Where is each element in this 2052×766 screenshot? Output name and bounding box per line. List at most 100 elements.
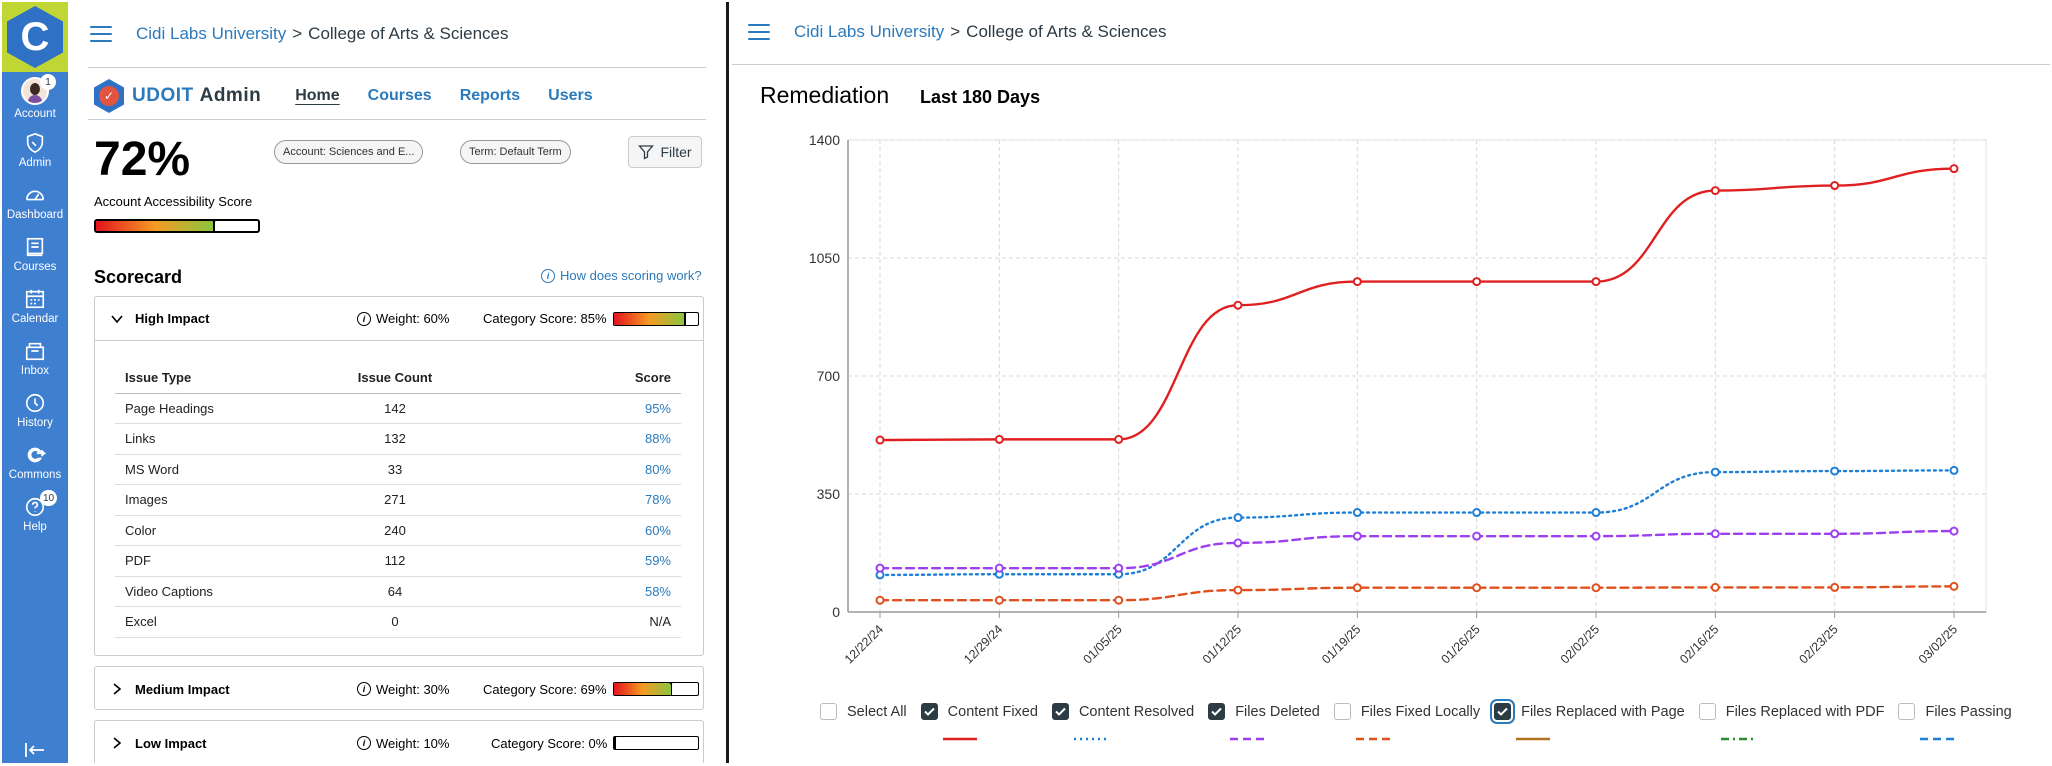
nav-dashboard[interactable]: Dashboard xyxy=(2,176,68,228)
global-nav: C 1 Account Admin Dashboard Courses Cale… xyxy=(2,2,68,763)
category-weight: i Weight: 30% xyxy=(357,682,449,697)
nav-dashboard-label: Dashboard xyxy=(6,208,64,221)
issue-score-cell[interactable]: 59% xyxy=(465,545,681,577)
help-badge: 10 xyxy=(40,490,58,506)
udoit-admin-label: Admin xyxy=(199,85,262,106)
help-icon xyxy=(25,497,45,516)
series-line-content-resolved xyxy=(878,469,1956,577)
scoring-help-link[interactable]: i How does scoring work? xyxy=(541,268,702,283)
series-line-files-deleted xyxy=(878,529,1956,570)
data-point-content-fixed xyxy=(1591,277,1601,287)
legend-checkbox[interactable] xyxy=(920,703,938,720)
term-filter-pill[interactable]: Term: Default Term xyxy=(460,140,571,164)
nav-help-label: Help xyxy=(23,520,47,533)
collapse-nav-button[interactable] xyxy=(2,741,68,759)
data-point-content-fixed xyxy=(1710,186,1720,196)
data-point-content-fixed xyxy=(994,434,1004,444)
legend-item-files-replaced-with-page[interactable]: Files Replaced with Page xyxy=(1490,699,1685,741)
legend-label: Files Deleted xyxy=(1235,703,1320,720)
category-score-meter xyxy=(612,311,699,326)
udoit-admin-panel: Cidi Labs University > College of Arts &… xyxy=(68,2,729,763)
breadcrumb-root-link[interactable]: Cidi Labs University xyxy=(794,22,945,41)
hamburger-menu-icon[interactable] xyxy=(90,26,112,42)
legend-item-content-fixed[interactable]: Content Fixed xyxy=(920,703,1038,741)
high-impact-header[interactable]: High Impact i Weight: 60% Category Score:… xyxy=(95,297,703,341)
udoit-nav: Home Courses Reports Users xyxy=(295,87,620,105)
nav-help[interactable]: 10 Help xyxy=(2,488,68,540)
category-score: Category Score: 69% xyxy=(483,682,699,697)
legend-label: Select All xyxy=(847,703,907,720)
legend-item-files-replaced-with-pdf[interactable]: Files Replaced with PDF xyxy=(1698,703,1884,741)
hamburger-menu-icon[interactable] xyxy=(748,24,770,40)
legend-swatch xyxy=(1516,737,1551,741)
nav-commons-label: Commons xyxy=(8,468,62,481)
remediation-line-chart: 0 350 700 1050 1400 12/22/24 12/29/24 01/05/25 0… xyxy=(809,132,1987,667)
low-impact-header[interactable]: Low Impact i Weight: 10% Category Score: … xyxy=(95,721,703,763)
data-point-content-fixed xyxy=(1114,434,1124,444)
issue-score-cell[interactable]: 78% xyxy=(465,484,681,516)
nav-account[interactable]: 1 Account xyxy=(2,72,68,124)
legend-label: Content Resolved xyxy=(1078,703,1195,720)
nav-commons[interactable]: Commons xyxy=(2,436,68,488)
issue-count-cell: 64 xyxy=(325,576,465,607)
dashboard-icon xyxy=(25,190,45,200)
tab-users[interactable]: Users xyxy=(548,87,593,104)
udoit-brand: UDOIT xyxy=(132,85,194,106)
nav-admin[interactable]: Admin xyxy=(2,124,68,176)
legend-item-files-passing[interactable]: Files Passing xyxy=(1898,703,2012,741)
filter-button-label: Filter xyxy=(660,144,692,160)
issue-score-cell[interactable]: 60% xyxy=(465,515,681,546)
account-filter-pill[interactable]: Account: Sciences and E... xyxy=(274,140,424,164)
legend-item-content-resolved[interactable]: Content Resolved xyxy=(1051,703,1195,741)
legend-item-files-fixed-locally[interactable]: Files Fixed Locally xyxy=(1333,703,1480,741)
category-name: Low Impact xyxy=(135,735,207,751)
nav-calendar[interactable]: Calendar xyxy=(2,280,68,332)
category-score: Category Score: 0% xyxy=(491,736,700,751)
issue-type-cell: Images xyxy=(115,484,325,516)
data-point-content-fixed xyxy=(1949,164,1959,174)
medium-impact-header[interactable]: Medium Impact i Weight: 30% Category Scor… xyxy=(95,667,703,711)
accessibility-score-value: 72% xyxy=(94,133,191,186)
medium-impact-card[interactable]: Medium Impact i Weight: 30% Category Scor… xyxy=(94,666,704,710)
header-divider xyxy=(732,64,2050,65)
legend-checkbox[interactable] xyxy=(1333,703,1351,720)
legend-checkbox[interactable] xyxy=(820,703,837,720)
tab-home[interactable]: Home xyxy=(295,87,340,104)
high-impact-card: High Impact i Weight: 60% Category Score:… xyxy=(94,296,704,656)
data-point-content-resolved xyxy=(1710,467,1720,477)
issue-score-cell[interactable]: 95% xyxy=(465,393,681,424)
issue-score-cell[interactable]: 88% xyxy=(465,423,681,455)
data-point-files-fixed-locally xyxy=(1233,585,1243,595)
udoit-title: UDOIT Admin xyxy=(132,85,261,107)
legend-item-files-deleted[interactable]: Files Deleted xyxy=(1208,703,1320,741)
column-header: Issue Type xyxy=(115,363,325,394)
issue-score-cell[interactable]: 58% xyxy=(465,576,681,607)
legend-checkbox[interactable] xyxy=(1898,703,1916,720)
chart-title: Remediation xyxy=(760,82,890,108)
breadcrumb-current: College of Arts & Sciences xyxy=(966,22,1167,41)
issue-score-cell[interactable]: 80% xyxy=(465,454,681,485)
tab-reports[interactable]: Reports xyxy=(459,87,521,104)
data-point-content-fixed xyxy=(1830,181,1840,191)
legend-checkbox[interactable] xyxy=(1208,703,1226,720)
data-point-content-resolved xyxy=(1233,513,1243,523)
breadcrumb-root-link[interactable]: Cidi Labs University xyxy=(136,24,287,43)
shield-icon xyxy=(26,132,44,153)
low-impact-card[interactable]: Low Impact i Weight: 10% Category Score: … xyxy=(94,720,704,763)
info-icon: i xyxy=(357,682,371,696)
data-point-files-deleted xyxy=(1591,531,1601,541)
legend-checkbox[interactable] xyxy=(1698,703,1716,720)
nav-inbox[interactable]: Inbox xyxy=(2,332,68,384)
issue-count-cell: 0 xyxy=(325,606,465,638)
tab-courses[interactable]: Courses xyxy=(367,87,432,104)
legend-checkbox[interactable] xyxy=(1051,703,1069,720)
legend-item-select-all[interactable]: Select All xyxy=(820,703,907,720)
nav-history[interactable]: History xyxy=(2,384,68,436)
nav-courses[interactable]: Courses xyxy=(2,228,68,280)
filter-button[interactable]: Filter xyxy=(628,136,702,168)
canvas-logo[interactable]: C xyxy=(2,2,68,72)
category-weight: i Weight: 10% xyxy=(357,736,449,751)
legend-checkbox[interactable] xyxy=(1490,699,1516,724)
issue-type-cell: Video Captions xyxy=(115,576,325,607)
